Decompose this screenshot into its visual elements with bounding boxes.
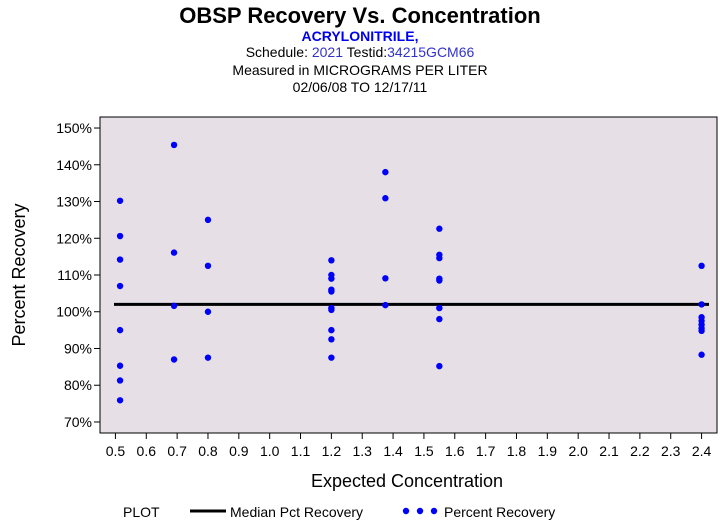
x-tick-label: 1.4 [383,443,403,459]
x-axis-label: Expected Concentration [311,471,503,491]
legend-points-label: Percent Recovery [444,504,556,520]
data-point [382,275,389,282]
data-point [436,315,443,323]
x-tick-label: 1.8 [507,443,527,459]
data-point [116,377,124,384]
data-point [116,397,124,404]
data-point [328,275,335,282]
x-tick-label: 0.9 [229,443,249,459]
x-tick-label: 1.7 [476,443,496,459]
data-point [170,249,178,256]
schedule-value: 2021 [311,44,344,60]
data-point [170,356,178,363]
data-point [698,351,705,358]
x-tick-label: 2.3 [661,443,681,459]
data-point [328,326,335,334]
legend-plot-label: PLOT [123,504,160,520]
data-point [436,362,443,370]
data-point [436,254,443,262]
data-point [382,168,389,176]
x-tick-label: 2.1 [599,443,619,459]
data-point [328,306,335,314]
data-point [328,354,335,361]
y-axis: 70% 80% 90% 100% 110% 120% 130% 140% 150% [56,120,100,430]
x-tick-label: 0.5 [106,443,126,459]
y-tick-label: 120% [56,230,92,246]
data-point [382,195,389,202]
y-axis-label: Percent Recovery [9,203,29,346]
data-point [204,308,212,315]
legend-point-symbol [430,507,438,515]
plot-area [99,116,718,434]
data-point [698,301,705,308]
data-point [116,232,124,240]
data-point [116,197,124,204]
legend-median-label: Median Pct Recovery [230,504,364,520]
data-point [116,256,124,263]
data-point [116,326,124,334]
data-point [170,141,178,149]
schedule-line: Schedule: 2021 Testid:34215GCM66 [0,44,720,60]
measured-prefix: Measured in [232,62,310,78]
x-tick-label: 2.0 [568,443,588,459]
measured-line: Measured in MICROGRAMS PER LITER [0,62,720,78]
x-tick-label: 2.4 [692,443,712,459]
chart-title: OBSP Recovery Vs. Concentration [179,3,541,28]
x-tick-label: 1.5 [414,443,434,459]
y-tick-label: 70% [64,414,92,430]
x-tick-label: 1.3 [352,443,372,459]
x-tick-label: 1.2 [322,443,342,459]
x-tick-label: 0.6 [137,443,157,459]
y-tick-label: 80% [64,377,92,393]
y-tick-label: 110% [57,267,92,283]
date-range: 02/06/08 TO 12/17/11 [292,79,428,95]
data-point [204,354,212,361]
data-point [436,277,443,284]
data-point [436,225,443,232]
y-tick-label: 130% [56,194,92,210]
x-tick-label: 0.7 [167,443,187,459]
x-tick-label: 0.8 [198,443,218,459]
testid-value: 34215GCM66 [387,44,475,60]
y-tick-label: 100% [56,304,92,320]
x-tick-label: 1.1 [291,443,311,459]
y-tick-label: 90% [64,340,92,356]
x-tick-label: 1.0 [260,443,280,459]
data-point [170,302,178,310]
y-tick-label: 150% [56,120,92,136]
data-point [204,262,212,270]
x-tick-label: 1.6 [445,443,465,459]
data-point [698,262,705,270]
data-point [328,336,335,343]
data-point [698,327,705,335]
legend-point-symbol [416,507,424,515]
data-point [116,282,124,290]
analyte-name: ACRYLONITRILE, [301,28,419,44]
x-axis: 0.5 0.6 0.7 0.8 0.9 1.0 1.1 1.2 1.3 1.4 1.5 1.6 1.7 1… [106,433,712,459]
testid-label: Testid: [346,44,388,60]
data-point [382,301,389,309]
legend-point-symbol [402,507,410,515]
data-point [328,288,335,295]
x-tick-label: 2.2 [630,443,650,459]
schedule-label: Schedule: [245,44,308,60]
data-points [116,141,705,404]
y-tick-label: 140% [56,157,92,173]
data-point [436,304,443,312]
x-tick-label: 1.9 [538,443,558,459]
data-point [328,257,335,264]
data-point [204,216,212,224]
measured-units: MICROGRAMS PER LITER [313,62,488,78]
data-point [116,362,124,369]
